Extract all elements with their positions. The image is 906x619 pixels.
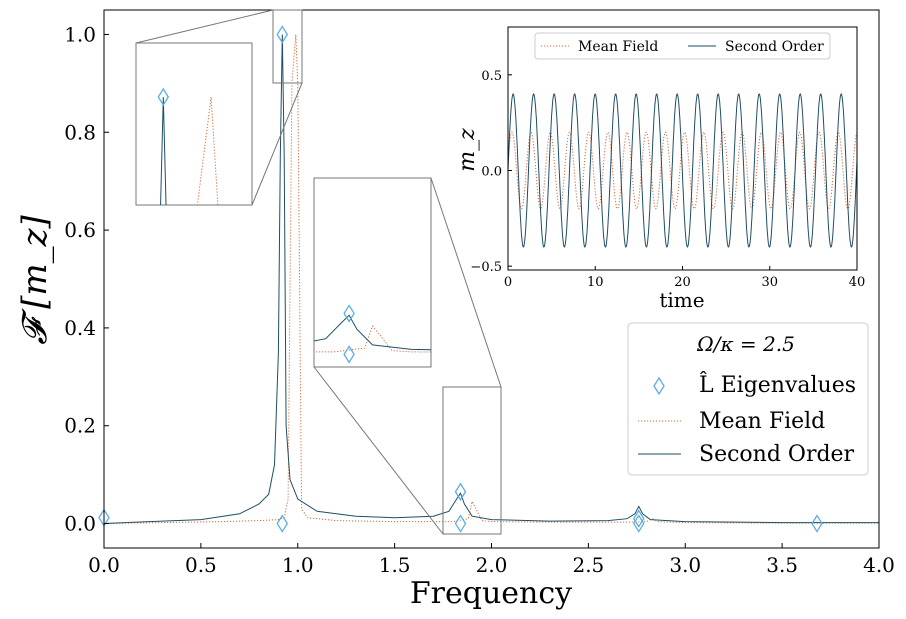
y-tick-label: 0.8 bbox=[64, 120, 96, 144]
eigenvalue-marker bbox=[343, 345, 355, 364]
time-series-y-axis-label: m_z bbox=[455, 128, 480, 172]
legend-swatch-eigenvalues bbox=[653, 376, 665, 396]
zoom-connector bbox=[135, 9, 274, 44]
zoom-inset-plot bbox=[314, 304, 431, 364]
x-tick-label: 0.0 bbox=[88, 553, 120, 577]
eigenvalue-marker bbox=[157, 87, 170, 107]
main-axis-ticks: 0.0 0.5 1.0 1.5 2.0 2.5 3.0 3.5 4.0 0.0 0.2 0.4 0.6 0… bbox=[64, 22, 895, 577]
x-tick-label: 2.0 bbox=[476, 553, 508, 577]
time-x-tick-label: 30 bbox=[761, 275, 778, 290]
time-x-tick-label: 20 bbox=[674, 275, 691, 290]
x-tick-label: 3.0 bbox=[669, 553, 701, 577]
time-series-legend: Mean Field Second Order bbox=[534, 32, 831, 60]
y-tick-label: 0.0 bbox=[64, 512, 96, 536]
eigenvalue-marker bbox=[454, 514, 467, 533]
main-y-axis-label: 𝓕 [m_z] bbox=[15, 214, 55, 344]
zoom-inset-harmonic bbox=[313, 177, 502, 535]
eigenvalue-marker bbox=[632, 509, 645, 528]
time-series-ticks: 0 10 20 30 40 −0.5 0.0 0.5 bbox=[470, 69, 865, 290]
main-legend-box bbox=[627, 322, 869, 476]
zoom-inset-frame bbox=[135, 42, 253, 206]
main-plot-marks bbox=[98, 25, 879, 533]
eigenvalue-marker bbox=[276, 514, 289, 533]
time-x-tick-label: 0 bbox=[504, 275, 512, 290]
eigenvalue-marker bbox=[276, 25, 289, 44]
legend-title: Ω/κ = 2.5 bbox=[696, 332, 795, 356]
eigenvalue-marker bbox=[343, 304, 355, 323]
time-series-x-axis-label: time bbox=[659, 288, 704, 312]
time-series-marks bbox=[507, 93, 858, 248]
zoom-inset-plot bbox=[157, 87, 219, 205]
x-tick-label: 2.5 bbox=[572, 553, 604, 577]
y-tick-label: 0.6 bbox=[64, 218, 96, 242]
zoom-region-box bbox=[272, 9, 303, 84]
zoom-inset-marks bbox=[314, 304, 431, 364]
time-x-tick-label: 40 bbox=[849, 275, 866, 290]
time-y-tick-label: 0.5 bbox=[481, 69, 502, 84]
zoom-inset-frame bbox=[313, 177, 432, 368]
eigenvalue-marker bbox=[811, 514, 823, 533]
legend-label-mean-field: Mean Field bbox=[578, 39, 658, 55]
time-y-tick-label: 0.0 bbox=[481, 165, 502, 180]
mean-field-line bbox=[103, 34, 879, 524]
y-tick-label: 1.0 bbox=[64, 22, 96, 46]
legend-label-second-order: Second Order bbox=[725, 39, 824, 55]
x-tick-label: 1.0 bbox=[282, 553, 314, 577]
main-chart: 0.0 0.5 1.0 1.5 2.0 2.5 3.0 3.5 4.0 0.0 0.2 0.4 0.6 0… bbox=[15, 9, 895, 611]
time-x-tick-label: 10 bbox=[587, 275, 604, 290]
legend-label-mean-field: Mean Field bbox=[699, 409, 825, 434]
zoom-connector bbox=[251, 82, 303, 206]
legend-label-eigenvalues: L̂ Eigenvalues bbox=[699, 372, 856, 398]
main-legend: Ω/κ = 2.5 L̂ Eigenvalues Mean Field Seco… bbox=[627, 322, 869, 476]
time-series-legend-box bbox=[534, 32, 831, 60]
x-tick-label: 0.5 bbox=[185, 553, 217, 577]
second-order-time-line bbox=[507, 93, 858, 248]
zoom-inset-peak bbox=[135, 9, 303, 206]
time-y-tick-label: −0.5 bbox=[470, 260, 502, 275]
time-series-inset: 0 10 20 30 40 −0.5 0.0 0.5 time m_z Mean Field … bbox=[455, 26, 865, 312]
zoom-region-box bbox=[442, 386, 502, 535]
main-x-axis-label: Frequency bbox=[410, 576, 572, 611]
zoom-connector bbox=[430, 177, 502, 388]
x-tick-label: 3.5 bbox=[766, 553, 798, 577]
zoom-connector bbox=[313, 366, 444, 535]
eigenvalue-marker bbox=[632, 514, 645, 533]
x-tick-label: 1.5 bbox=[379, 553, 411, 577]
second-order-line bbox=[103, 34, 879, 524]
zoom-inset-marks bbox=[157, 87, 219, 205]
legend-label-second-order: Second Order bbox=[699, 442, 855, 467]
eigenvalue-marker bbox=[454, 482, 467, 501]
y-tick-label: 0.4 bbox=[64, 316, 96, 340]
y-tick-label: 0.2 bbox=[64, 414, 96, 438]
x-tick-label: 4.0 bbox=[863, 553, 895, 577]
